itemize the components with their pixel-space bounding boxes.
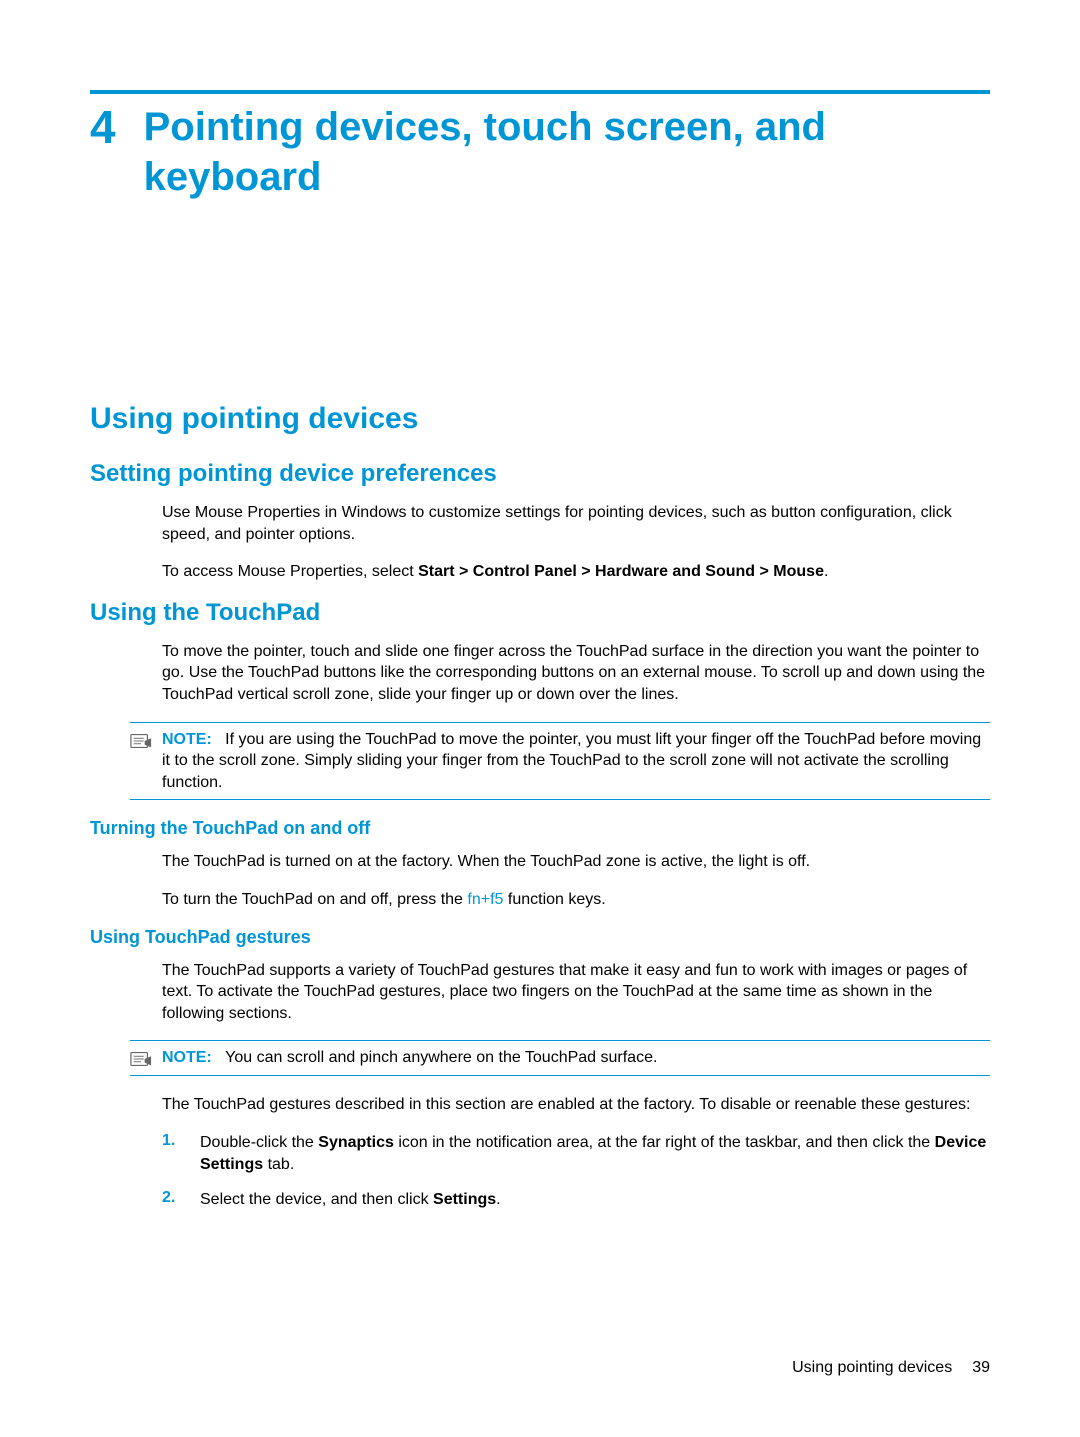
heading-turning-on-off: Turning the TouchPad on and off xyxy=(90,818,990,839)
text: To turn the TouchPad on and off, press t… xyxy=(162,891,467,908)
note-icon xyxy=(130,731,152,751)
text: To access Mouse Properties, select xyxy=(162,563,418,580)
page-number: 39 xyxy=(972,1359,990,1377)
text: Select the device, and then click xyxy=(200,1191,433,1208)
ordered-list: 1. Double-click the Synaptics icon in th… xyxy=(162,1132,990,1211)
text: function keys. xyxy=(503,891,605,908)
text: . xyxy=(496,1191,500,1208)
body-setting-preferences: Use Mouse Properties in Windows to custo… xyxy=(162,502,990,583)
text: . xyxy=(824,563,828,580)
paragraph: The TouchPad gestures described in this … xyxy=(162,1094,990,1116)
paragraph: To move the pointer, touch and slide one… xyxy=(162,641,990,706)
note-icon xyxy=(130,1049,152,1069)
text: tab. xyxy=(263,1156,294,1173)
heading-using-touchpad: Using the TouchPad xyxy=(90,599,990,627)
page-footer: Using pointing devices 39 xyxy=(792,1359,990,1377)
key-combo: fn+f5 xyxy=(467,891,503,908)
chapter-header: 4 Pointing devices, touch screen, and ke… xyxy=(90,102,990,202)
chapter-rule xyxy=(90,90,990,94)
note-label: NOTE: xyxy=(162,1049,212,1066)
ui-term: Synaptics xyxy=(318,1134,394,1151)
body-turning-on-off: The TouchPad is turned on at the factory… xyxy=(162,851,990,910)
body-using-touchpad: To move the pointer, touch and slide one… xyxy=(162,641,990,706)
paragraph: The TouchPad is turned on at the factory… xyxy=(162,851,990,873)
paragraph: To turn the TouchPad on and off, press t… xyxy=(162,889,990,911)
note-box: NOTE: If you are using the TouchPad to m… xyxy=(130,722,990,801)
footer-section: Using pointing devices xyxy=(792,1359,952,1377)
list-item: 1. Double-click the Synaptics icon in th… xyxy=(162,1132,990,1175)
chapter-title: Pointing devices, touch screen, and keyb… xyxy=(144,102,990,202)
text: Double-click the xyxy=(200,1134,318,1151)
note-text: NOTE: If you are using the TouchPad to m… xyxy=(162,729,990,794)
ui-term: Settings xyxy=(433,1191,496,1208)
body-gestures: The TouchPad supports a variety of Touch… xyxy=(162,960,990,1025)
note-text: NOTE: You can scroll and pinch anywhere … xyxy=(162,1047,990,1069)
paragraph: Use Mouse Properties in Windows to custo… xyxy=(162,502,990,545)
list-text: Select the device, and then click Settin… xyxy=(200,1189,501,1211)
text: icon in the notification area, at the fa… xyxy=(394,1134,935,1151)
note-box: NOTE: You can scroll and pinch anywhere … xyxy=(130,1040,990,1076)
note-label: NOTE: xyxy=(162,731,212,748)
list-item: 2. Select the device, and then click Set… xyxy=(162,1189,990,1211)
text: You can scroll and pinch anywhere on the… xyxy=(225,1049,657,1066)
heading-setting-preferences: Setting pointing device preferences xyxy=(90,460,990,488)
heading-using-pointing-devices: Using pointing devices xyxy=(90,402,990,436)
list-text: Double-click the Synaptics icon in the n… xyxy=(200,1132,990,1175)
heading-gestures: Using TouchPad gestures xyxy=(90,927,990,948)
chapter-number: 4 xyxy=(90,102,116,153)
paragraph: To access Mouse Properties, select Start… xyxy=(162,561,990,583)
menu-path: Start > Control Panel > Hardware and Sou… xyxy=(418,563,824,580)
list-number: 2. xyxy=(162,1189,180,1207)
paragraph: The TouchPad supports a variety of Touch… xyxy=(162,960,990,1025)
list-number: 1. xyxy=(162,1132,180,1150)
text: If you are using the TouchPad to move th… xyxy=(162,731,981,791)
body-gestures-2: The TouchPad gestures described in this … xyxy=(162,1094,990,1116)
